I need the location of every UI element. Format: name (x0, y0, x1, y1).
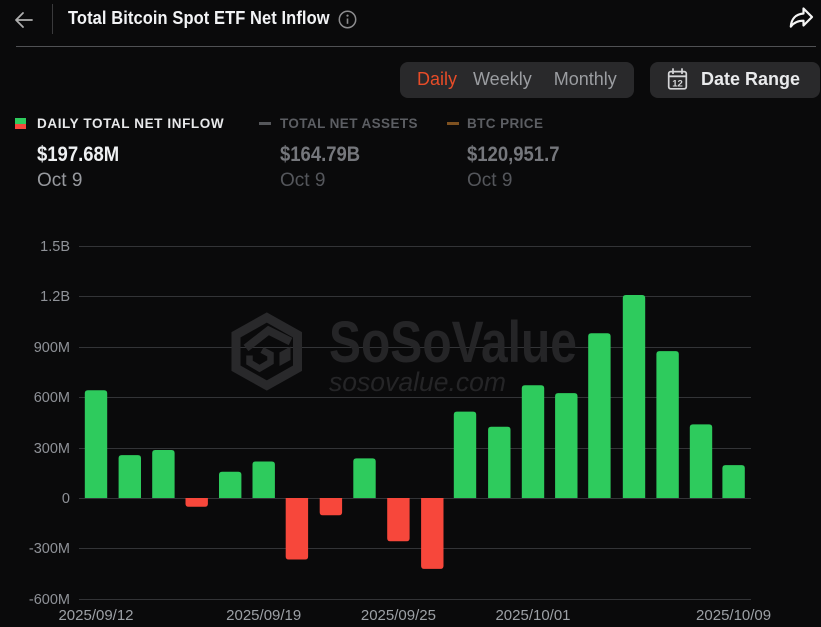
svg-text:2025/10/01: 2025/10/01 (495, 607, 570, 624)
svg-text:SoSoValue: SoSoValue (329, 310, 577, 375)
svg-text:2025/09/12: 2025/09/12 (58, 607, 133, 624)
svg-text:sosovalue.com: sosovalue.com (329, 367, 506, 397)
svg-text:2025/10/09: 2025/10/09 (696, 607, 771, 624)
svg-text:1.5B: 1.5B (40, 239, 70, 255)
svg-text:600M: 600M (34, 390, 70, 406)
svg-text:2025/09/19: 2025/09/19 (226, 607, 301, 624)
svg-text:900M: 900M (34, 340, 70, 356)
svg-text:0: 0 (62, 491, 70, 507)
svg-text:1.2B: 1.2B (40, 289, 70, 305)
svg-text:2025/09/25: 2025/09/25 (361, 607, 436, 624)
svg-text:300M: 300M (34, 441, 70, 457)
svg-text:-300M: -300M (29, 541, 70, 557)
svg-text:-600M: -600M (29, 592, 70, 608)
svg-text:12: 12 (672, 78, 683, 89)
